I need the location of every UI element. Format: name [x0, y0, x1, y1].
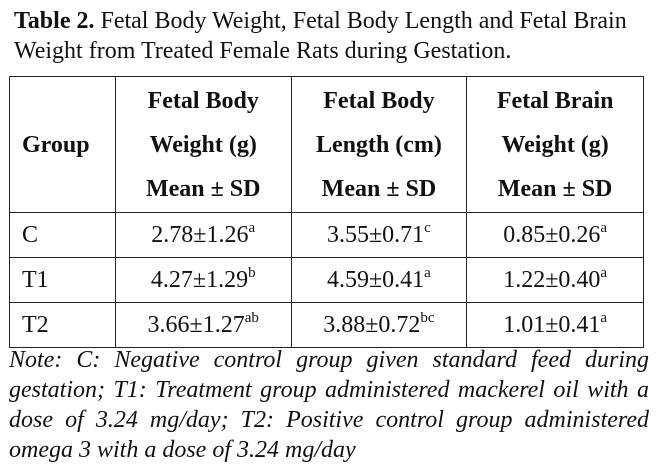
table-note: Note: C: Negative control group given st… — [9, 347, 649, 463]
header-line: Mean ± SD — [321, 175, 437, 202]
significance-letter: c — [424, 219, 431, 236]
table-caption: Table 2. Fetal Body Weight, Fetal Body L… — [14, 6, 648, 66]
header-line: Fetal Brain — [496, 87, 614, 114]
header-line: Length (cm) — [315, 131, 442, 158]
table-caption-text: Fetal Body Weight, Fetal Body Length and… — [14, 8, 627, 64]
cell-value: 4.27±1.29 — [150, 266, 249, 293]
header-line: Fetal Body — [147, 87, 259, 114]
group-cell: C — [9, 212, 116, 258]
group-cell: T2 — [9, 302, 116, 348]
header-group-line: Group — [22, 131, 90, 158]
cell-value: 4.59±0.41 — [327, 266, 425, 293]
significance-letter: b — [248, 264, 256, 281]
cell-value: 1.01±0.41 — [503, 311, 601, 338]
table-row: C 2.78±1.26a 3.55±0.71c 0.85±0.26a — [9, 212, 644, 258]
significance-letter: a — [424, 264, 431, 281]
header-fetal-body-weight: Fetal Body Weight (g) Mean ± SD — [114, 76, 292, 213]
cell-value: 3.88±0.72 — [323, 311, 421, 338]
significance-letter: a — [248, 219, 256, 236]
table-caption-label: Table 2. — [14, 8, 95, 34]
header-line: Fetal Body — [323, 87, 435, 114]
value-cell: 3.88±0.72bc — [290, 302, 468, 348]
value-cell: 0.85±0.26a — [466, 212, 644, 258]
header-group: Group — [9, 76, 116, 213]
significance-letter: a — [600, 219, 608, 236]
significance-letter: a — [600, 264, 608, 281]
value-cell: 4.59±0.41a — [290, 257, 468, 303]
cell-value: 3.66±1.27 — [147, 311, 245, 338]
significance-letter: ab — [244, 309, 259, 326]
header-line: Mean ± SD — [497, 175, 613, 202]
cell-value: 2.78±1.26 — [151, 221, 249, 248]
value-cell: 3.66±1.27ab — [114, 302, 292, 348]
value-cell: 1.01±0.41a — [466, 302, 644, 348]
cell-value: 3.55±0.71 — [327, 221, 425, 248]
group-cell: T1 — [9, 257, 116, 303]
header-line: Weight (g) — [501, 131, 609, 158]
value-cell: 2.78±1.26a — [114, 212, 292, 258]
header-fetal-brain-weight: Fetal Brain Weight (g) Mean ± SD — [466, 76, 644, 213]
cell-value: 1.22±0.40 — [503, 266, 601, 293]
value-cell: 3.55±0.71c — [290, 212, 468, 258]
cell-value: 0.85±0.26 — [503, 221, 601, 248]
table-row: T1 4.27±1.29b 4.59±0.41a 1.22±0.40a — [9, 257, 644, 303]
value-cell: 4.27±1.29b — [114, 257, 292, 303]
significance-letter: a — [600, 309, 608, 326]
table-header-row: Group Fetal Body Weight (g) Mean ± SD Fe… — [9, 76, 644, 213]
header-line: Weight (g) — [149, 131, 257, 158]
table-row: T2 3.66±1.27ab 3.88±0.72bc 1.01±0.41a — [9, 302, 644, 348]
header-line: Mean ± SD — [145, 175, 261, 202]
header-fetal-body-length: Fetal Body Length (cm) Mean ± SD — [290, 76, 468, 213]
value-cell: 1.22±0.40a — [466, 257, 644, 303]
significance-letter: bc — [420, 309, 435, 326]
results-table: Group Fetal Body Weight (g) Mean ± SD Fe… — [9, 76, 644, 348]
